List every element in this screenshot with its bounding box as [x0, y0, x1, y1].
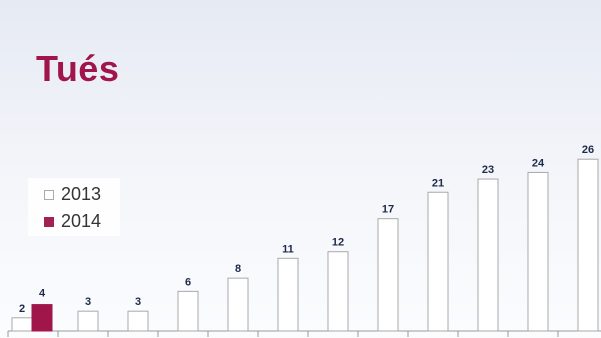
bar-label-2013: 23	[482, 164, 494, 176]
bar-2013	[227, 277, 249, 332]
bar-2013	[427, 191, 449, 332]
bar-label-2013: 6	[185, 276, 191, 288]
legend-swatch-2013	[44, 189, 54, 200]
bar-label-2013: 21	[432, 177, 444, 189]
bar-label-2013: 3	[85, 296, 91, 308]
bar-2013	[177, 290, 199, 332]
bar-label-2013: 24	[532, 157, 545, 169]
bar-2014	[31, 304, 53, 332]
bar-label-2013: 8	[235, 263, 241, 275]
bar-label-2013: 12	[332, 237, 344, 249]
legend-label-2014: 2014	[61, 211, 102, 231]
bar-2013	[577, 158, 599, 332]
bar-label-2014: 4	[39, 288, 46, 300]
legend-label-2013: 2013	[61, 184, 102, 204]
legend-item-2013: 2013	[44, 184, 101, 205]
bar-2013	[327, 251, 349, 332]
legend: 2013 2014	[28, 178, 120, 236]
bar-2013	[77, 310, 99, 332]
bar-2013	[477, 178, 499, 332]
bar-label-2013: 26	[582, 144, 594, 156]
chart-title: Tués	[36, 48, 120, 89]
bar-2013	[377, 218, 399, 332]
bar-label-2013: 3	[135, 296, 141, 308]
legend-item-2014: 2014	[44, 211, 101, 232]
bar-label-2013: 11	[282, 243, 294, 255]
bar-2013	[11, 317, 33, 332]
bar-2013	[527, 171, 549, 332]
bar-2013	[127, 310, 149, 332]
legend-swatch-2014	[44, 216, 54, 227]
bar-label-2013: 17	[382, 204, 394, 216]
bar-2013	[277, 257, 299, 332]
bar-label-2013: 2	[19, 303, 25, 315]
